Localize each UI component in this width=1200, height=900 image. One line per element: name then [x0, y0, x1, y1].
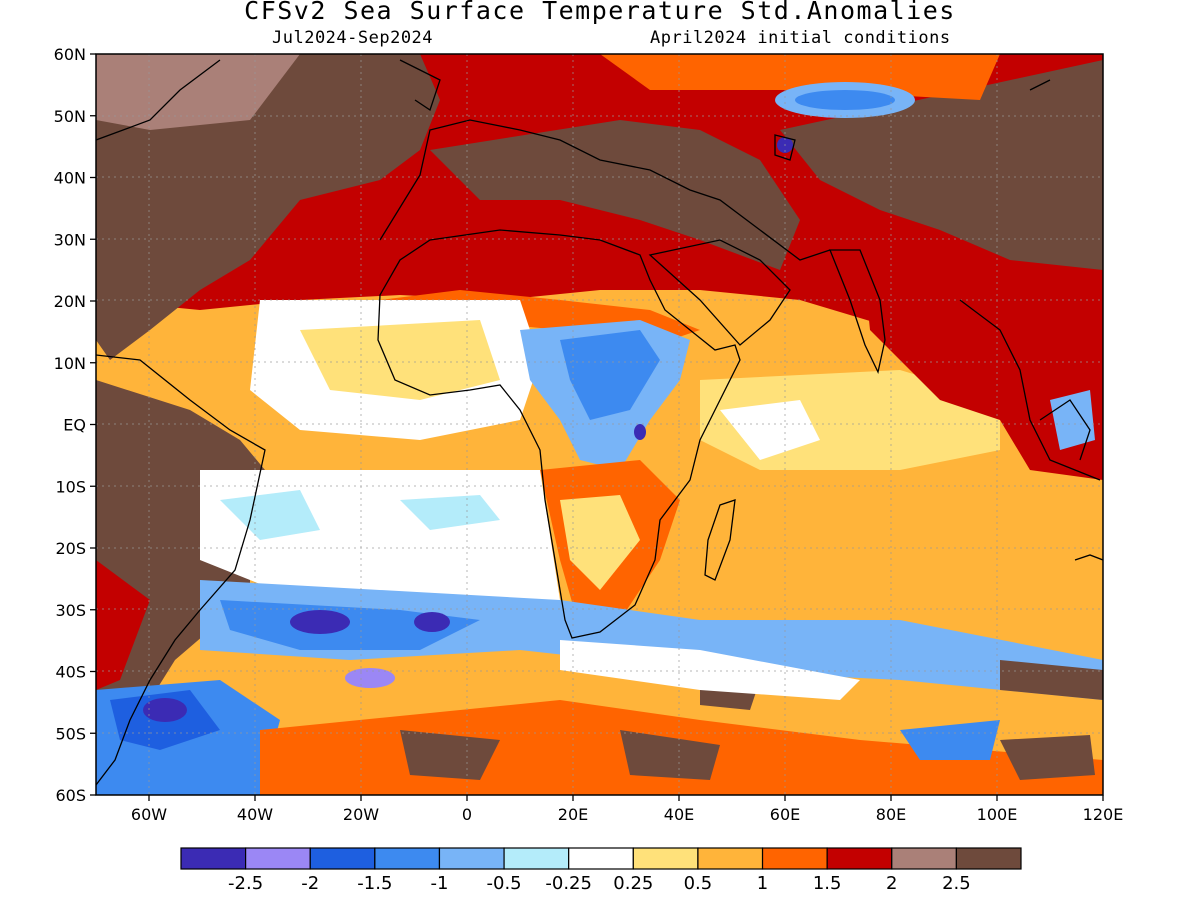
lat-tick-label: 60S [55, 786, 86, 805]
colorbar-label: 1 [757, 873, 768, 894]
colorbar-segment [309, 847, 376, 870]
colorbar-label: 0.5 [684, 873, 713, 894]
colorbar-label: 2.5 [942, 873, 971, 894]
lat-tick-label: 20N [54, 292, 86, 311]
colorbar-label: -2.5 [228, 873, 263, 894]
lat-tick-label: 20S [55, 539, 86, 558]
initial-conditions: April2024 initial conditions [650, 28, 951, 48]
lon-tick-label: 20E [558, 805, 588, 824]
lon-tick-label: 40W [237, 805, 273, 824]
forecast-period: Jul2024-Sep2024 [272, 28, 434, 48]
colorbar: -2.5 -2 -1.5 -1 -0.5 -0.25 0.25 0.5 1 1.5 2 2.5 [180, 847, 1022, 894]
colorbar-label: -0.25 [545, 873, 592, 894]
lat-tick-label: 50S [55, 724, 86, 743]
colorbar-segment [245, 847, 311, 870]
colorbar-label: 1.5 [813, 873, 842, 894]
colorbar-label: -1 [430, 873, 448, 894]
lat-tick-label: 60N [54, 45, 86, 64]
colorbar-label: -0.5 [487, 873, 522, 894]
colorbar-segment [180, 847, 247, 870]
colorbar-segment [568, 847, 634, 870]
colorbar-label: 0.25 [613, 873, 653, 894]
lon-tick-label: 120E [1083, 805, 1124, 824]
lon-tick-label: 60W [131, 805, 167, 824]
sst-anomaly-field [96, 54, 1103, 795]
colorbar-segment [761, 847, 828, 870]
lon-tick-label: 40E [664, 805, 694, 824]
colorbar-label: -1.5 [357, 873, 392, 894]
lat-tick-label: 30N [54, 230, 86, 249]
latitude-axis: 60N 50N 40N 30N 20N 10N EQ 10S 20S 30S 40S 50S 60S [54, 45, 96, 805]
lon-tick-label: 60E [770, 805, 800, 824]
colorbar-segment [955, 847, 1022, 870]
colorbar-segment [891, 847, 957, 870]
lon-tick-label: 20W [343, 805, 379, 824]
colorbar-segment [826, 847, 893, 870]
lon-tick-label: 100E [977, 805, 1018, 824]
lat-tick-label: 40S [55, 663, 86, 682]
colorbar-segment [632, 847, 699, 870]
lat-tick-label: 30S [55, 601, 86, 620]
colorbar-segment [438, 847, 505, 870]
lat-tick-label: EQ [63, 416, 86, 435]
longitude-axis: 60W 40W 20W 0 20E 40E 60E 80E 100E 120E [131, 795, 1123, 824]
lon-tick-label: 0 [462, 805, 472, 824]
map-title: CFSv2 Sea Surface Temperature Std.Anomal… [244, 0, 956, 25]
coastlines [96, 59, 1103, 786]
lon-tick-label: 80E [876, 805, 906, 824]
colorbar-segment [374, 847, 441, 870]
lat-tick-label: 10S [55, 477, 86, 496]
lat-tick-label: 10N [54, 354, 86, 373]
colorbar-label: -2 [301, 873, 319, 894]
colorbar-segment [697, 847, 764, 870]
lat-tick-label: 40N [54, 169, 86, 188]
colorbar-segment [503, 847, 570, 870]
lat-tick-label: 50N [54, 107, 86, 126]
colorbar-label: 2 [886, 873, 897, 894]
